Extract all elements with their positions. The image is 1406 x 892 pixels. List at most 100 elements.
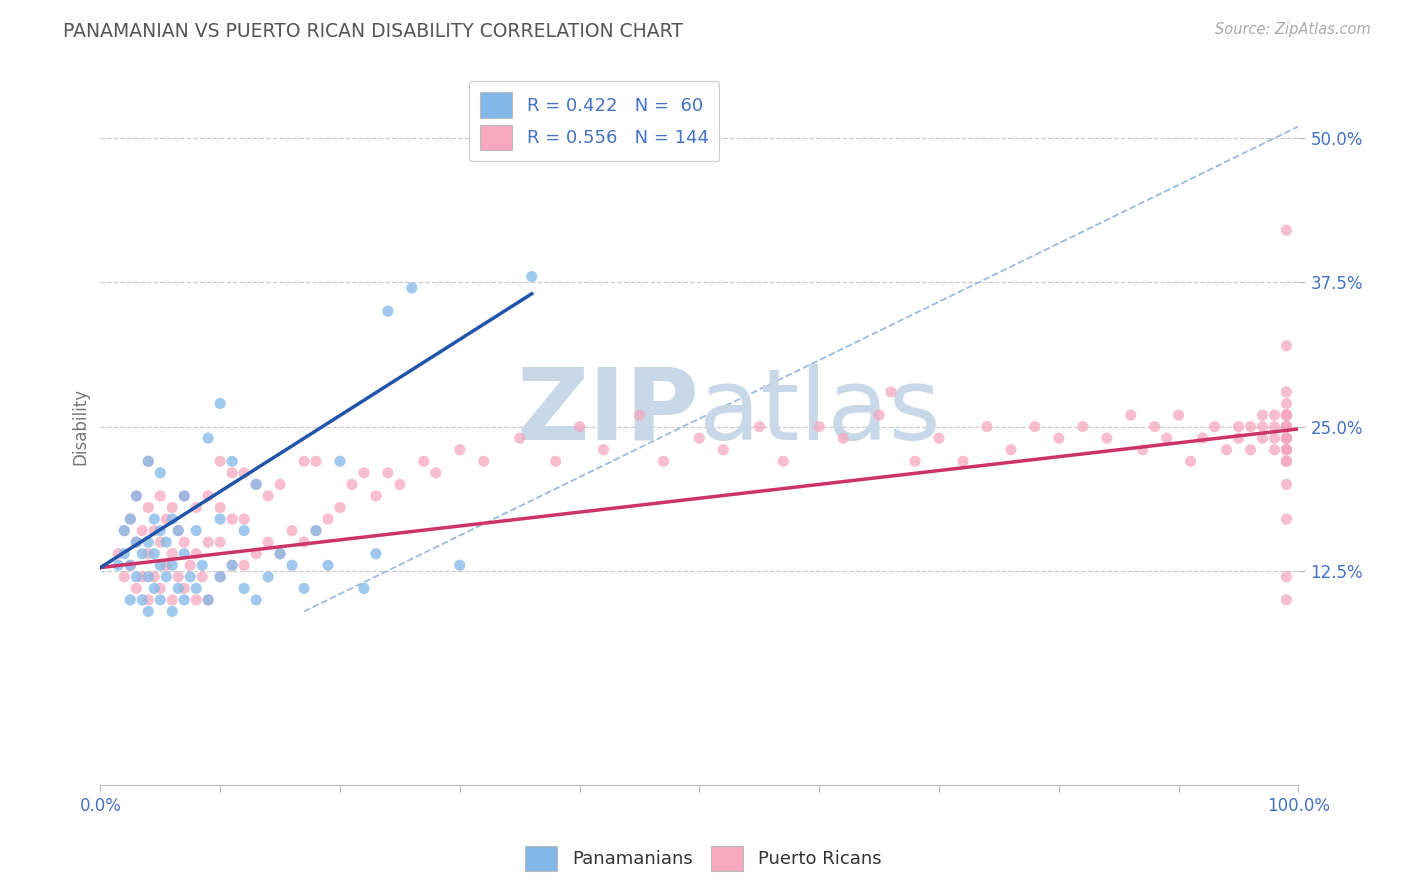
Point [1263, 442, 1285, 457]
Point [149, 593, 172, 607]
Point [221, 558, 243, 573]
Point [1275, 570, 1298, 584]
Point [245, 477, 267, 491]
Point [1251, 408, 1274, 422]
Point [1156, 431, 1178, 445]
Point [1263, 408, 1285, 422]
Point [292, 454, 315, 468]
Point [449, 442, 471, 457]
Point [186, 582, 208, 596]
Point [125, 570, 148, 584]
Point [377, 304, 399, 318]
Point [125, 489, 148, 503]
Point [880, 384, 903, 399]
Point [143, 512, 166, 526]
Point [162, 593, 184, 607]
Point [167, 582, 190, 596]
Point [136, 593, 159, 607]
Point [412, 454, 434, 468]
Point [329, 454, 352, 468]
Point [1239, 442, 1261, 457]
Point [808, 419, 831, 434]
Point [1000, 442, 1022, 457]
Point [1119, 408, 1142, 422]
Point [928, 431, 950, 445]
Point [1071, 419, 1094, 434]
Point [173, 582, 195, 596]
Point [1275, 431, 1298, 445]
Point [592, 442, 614, 457]
Text: Source: ZipAtlas.com: Source: ZipAtlas.com [1215, 22, 1371, 37]
Point [209, 535, 232, 549]
Point [628, 408, 651, 422]
Point [162, 500, 184, 515]
Point [1227, 419, 1250, 434]
Point [125, 489, 148, 503]
Point [191, 558, 214, 573]
Point [162, 547, 184, 561]
Point [136, 605, 159, 619]
Point [1263, 431, 1285, 445]
Point [197, 535, 219, 549]
Point [1275, 408, 1298, 422]
Point [233, 582, 256, 596]
Point [149, 582, 172, 596]
Point [233, 524, 256, 538]
Point [167, 524, 190, 538]
Point [1275, 339, 1298, 353]
Point [1227, 431, 1250, 445]
Point [1275, 408, 1298, 422]
Point [1275, 442, 1298, 457]
Point [1167, 408, 1189, 422]
Point [1275, 419, 1298, 434]
Point [173, 489, 195, 503]
Point [125, 535, 148, 549]
Point [221, 558, 243, 573]
Point [1275, 442, 1298, 457]
Point [401, 281, 423, 295]
Point [221, 466, 243, 480]
Point [509, 431, 531, 445]
Y-axis label: Disability: Disability [72, 388, 89, 466]
Point [748, 419, 770, 434]
Point [186, 593, 208, 607]
Point [1275, 431, 1298, 445]
Point [186, 547, 208, 561]
Point [269, 547, 291, 561]
Point [1275, 454, 1298, 468]
Point [292, 582, 315, 596]
Point [136, 454, 159, 468]
Point [131, 570, 153, 584]
Point [257, 489, 280, 503]
Point [257, 570, 280, 584]
Point [209, 570, 232, 584]
Point [340, 477, 363, 491]
Point [197, 593, 219, 607]
Point [305, 524, 328, 538]
Point [197, 431, 219, 445]
Point [1275, 419, 1298, 434]
Point [305, 524, 328, 538]
Point [162, 605, 184, 619]
Point [1275, 512, 1298, 526]
Point [269, 547, 291, 561]
Point [136, 454, 159, 468]
Point [143, 547, 166, 561]
Point [425, 466, 447, 480]
Point [209, 512, 232, 526]
Point [233, 558, 256, 573]
Point [136, 547, 159, 561]
Point [1275, 419, 1298, 434]
Text: atlas: atlas [699, 364, 941, 461]
Point [179, 570, 201, 584]
Point [449, 558, 471, 573]
Point [155, 512, 177, 526]
Point [1275, 384, 1298, 399]
Point [120, 512, 142, 526]
Point [329, 500, 352, 515]
Text: ZIP: ZIP [516, 364, 699, 461]
Point [281, 524, 304, 538]
Point [305, 454, 328, 468]
Point [131, 524, 153, 538]
Point [1275, 223, 1298, 237]
